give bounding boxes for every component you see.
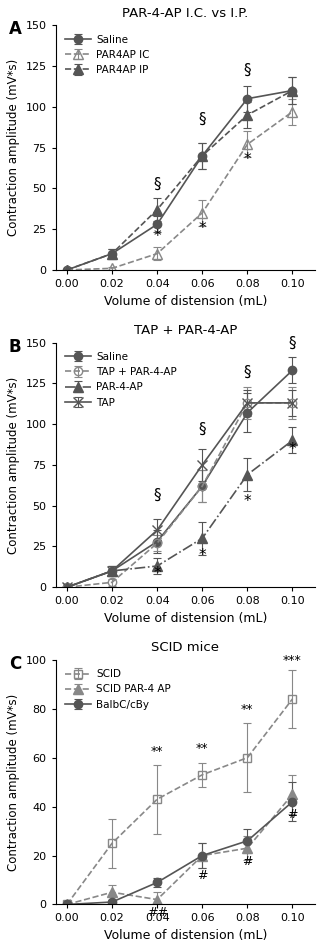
Text: #: # (242, 855, 253, 867)
Legend: SCID, SCID PAR-4 AP, BalbC/cBy: SCID, SCID PAR-4 AP, BalbC/cBy (61, 665, 175, 714)
Text: *: * (153, 566, 161, 581)
Text: §: § (289, 336, 296, 351)
Text: **: ** (196, 742, 209, 755)
X-axis label: Volume of distension (mL): Volume of distension (mL) (104, 929, 267, 942)
Text: #: # (197, 869, 207, 883)
Text: #: # (287, 809, 298, 821)
Y-axis label: Contraction amplitude (mV*s): Contraction amplitude (mV*s) (7, 694, 20, 871)
Text: C: C (9, 655, 21, 673)
Text: B: B (9, 338, 22, 356)
Legend: Saline, TAP + PAR-4-AP, PAR-4-AP, TAP: Saline, TAP + PAR-4-AP, PAR-4-AP, TAP (61, 347, 181, 412)
Y-axis label: Contraction amplitude (mV*s): Contraction amplitude (mV*s) (7, 59, 20, 236)
Text: *: * (153, 229, 161, 244)
Text: §: § (243, 365, 251, 380)
Title: TAP + PAR-4-AP: TAP + PAR-4-AP (134, 325, 237, 337)
Text: §: § (198, 111, 206, 126)
Text: A: A (9, 20, 22, 38)
Text: **: ** (151, 745, 163, 757)
Text: ***: *** (283, 654, 302, 667)
Text: §: § (243, 63, 251, 78)
X-axis label: Volume of distension (mL): Volume of distension (mL) (104, 294, 267, 307)
Text: ##: ## (147, 906, 168, 920)
Y-axis label: Contraction amplitude (mV*s): Contraction amplitude (mV*s) (7, 376, 20, 553)
Text: *: * (198, 548, 206, 563)
Title: SCID mice: SCID mice (151, 642, 219, 655)
Legend: Saline, PAR4AP IC, PAR4AP IP: Saline, PAR4AP IC, PAR4AP IP (61, 30, 154, 79)
Text: *: * (243, 152, 251, 167)
Text: §: § (153, 488, 161, 502)
Text: §: § (153, 177, 161, 192)
Text: §: § (198, 422, 206, 437)
Text: *: * (243, 493, 251, 509)
Text: **: ** (241, 703, 254, 716)
Text: *: * (198, 221, 206, 235)
Title: PAR-4-AP I.C. vs I.P.: PAR-4-AP I.C. vs I.P. (122, 7, 249, 20)
X-axis label: Volume of distension (mL): Volume of distension (mL) (104, 612, 267, 624)
Text: *: * (289, 441, 296, 456)
